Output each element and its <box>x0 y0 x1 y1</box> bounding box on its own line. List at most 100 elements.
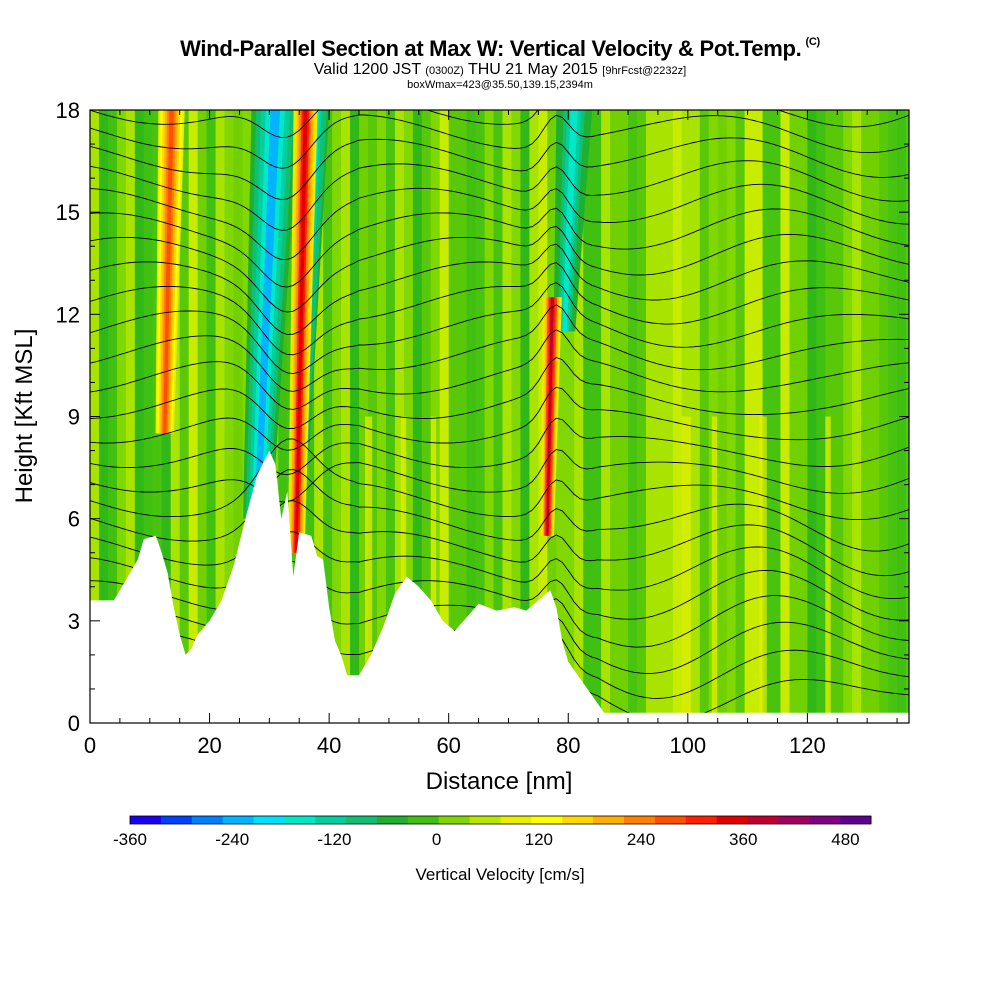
field-band <box>493 110 504 723</box>
valid-time: Valid 1200 JST <box>313 61 421 78</box>
colorbar-swatch <box>191 816 224 824</box>
field-band <box>430 416 437 723</box>
y-tick-label: 6 <box>68 507 80 532</box>
updraft-band <box>294 110 308 553</box>
field-band <box>759 416 767 723</box>
field-band <box>619 110 629 723</box>
field-band <box>807 110 817 723</box>
y-tick-label: 0 <box>68 711 80 736</box>
field-band <box>421 110 432 723</box>
colorbar-tick-label: 360 <box>729 830 757 849</box>
field-band <box>332 110 342 723</box>
field-band <box>879 110 889 723</box>
field-band <box>798 110 808 723</box>
chart-title-block: Wind-Parallel Section at Max W: Vertical… <box>0 36 1000 91</box>
field-band <box>364 416 373 723</box>
colorbar-swatch <box>407 816 440 824</box>
theta-contour <box>90 304 909 392</box>
field-band <box>601 110 611 723</box>
field-band <box>215 110 226 723</box>
field-band <box>780 110 791 723</box>
x-tick-label: 20 <box>197 733 221 758</box>
valid-date: THU 21 May 2015 <box>467 61 598 78</box>
field-band <box>350 110 360 723</box>
colorbar-swatch <box>562 816 594 824</box>
field-band <box>834 110 844 723</box>
field-band <box>583 110 593 723</box>
colorbar-swatch <box>747 816 779 824</box>
field-band <box>663 110 674 723</box>
colorbar-tick-label: -360 <box>113 830 147 849</box>
colorbar-swatch <box>840 816 872 824</box>
field-band <box>143 110 154 723</box>
field-band <box>672 110 683 723</box>
theta-contour <box>90 438 909 521</box>
y-tick-label: 15 <box>56 200 80 225</box>
colorbar-swatch <box>315 816 347 824</box>
field-band <box>816 110 826 723</box>
field-band <box>592 110 602 723</box>
theta-contour <box>90 225 909 313</box>
field-band <box>610 110 620 723</box>
x-tick-label: 80 <box>556 733 580 758</box>
field-band <box>628 110 638 723</box>
updraft-band <box>163 110 174 434</box>
colorbar-swatch <box>716 816 748 824</box>
field-band <box>359 110 369 723</box>
valid-utc: (0300Z) <box>425 65 464 77</box>
downdraft-band <box>254 110 281 519</box>
field-band <box>448 110 459 723</box>
box-wmax-info: boxWmax=423@35.50,139.15,2394m <box>407 79 593 91</box>
theta-contour <box>90 386 909 451</box>
colorbar: -360 -240 -120 0 120 240 360 480 <box>113 815 872 849</box>
colorbar-swatch <box>284 816 316 824</box>
colorbar-swatch <box>438 816 471 824</box>
field-band <box>475 110 486 723</box>
colorbar-swatch <box>130 816 162 824</box>
chart-subtitle: Valid 1200 JST (0300Z) THU 21 May 2015 [… <box>0 62 1000 79</box>
theta-contour <box>90 262 909 356</box>
theta-contour <box>90 449 909 503</box>
field-band <box>690 110 701 723</box>
field-band <box>341 110 351 723</box>
colorbar-title: Vertical Velocity [cm/s] <box>415 865 584 884</box>
field-band <box>529 110 539 723</box>
y-axis: 0 3 6 9 12 15 18 <box>56 98 909 736</box>
y-tick-label: 18 <box>56 98 80 123</box>
field-band <box>711 416 718 723</box>
field-band <box>179 110 190 723</box>
field-band <box>125 110 136 723</box>
theta-contour <box>90 110 909 139</box>
theta-contour <box>90 417 909 476</box>
field-band <box>771 110 782 723</box>
colorbar-swatch <box>654 816 687 824</box>
field-band <box>753 110 764 723</box>
field-band <box>717 110 728 723</box>
x-tick-label: 120 <box>789 733 826 758</box>
theta-contour <box>90 114 909 169</box>
forecast-info: [9hrFcst@2232z] <box>602 65 687 77</box>
y-axis-title: Height [Kft MSL] <box>11 329 38 504</box>
theta-contour <box>90 55 909 108</box>
field-band <box>825 416 831 723</box>
field-band <box>116 110 127 723</box>
colorbar-swatch <box>778 816 810 824</box>
field-band <box>520 110 530 723</box>
theta-contour <box>90 329 909 410</box>
field-band <box>735 110 746 723</box>
x-axis: 0 20 40 60 80 100 120 <box>84 110 898 758</box>
field-band <box>323 110 333 723</box>
theta-contour <box>90 207 909 288</box>
downdraft-band <box>562 110 578 332</box>
colorbar-tick-label: 0 <box>432 830 441 849</box>
field-band <box>861 110 871 723</box>
field-band <box>206 110 217 723</box>
colorbar-swatch <box>685 816 718 824</box>
field-band <box>681 416 691 723</box>
terrain-area <box>90 450 909 723</box>
theta-contour <box>90 356 909 429</box>
field-band <box>843 110 853 723</box>
field-band <box>400 416 407 723</box>
field-band <box>278 110 288 723</box>
field-band <box>502 110 513 723</box>
